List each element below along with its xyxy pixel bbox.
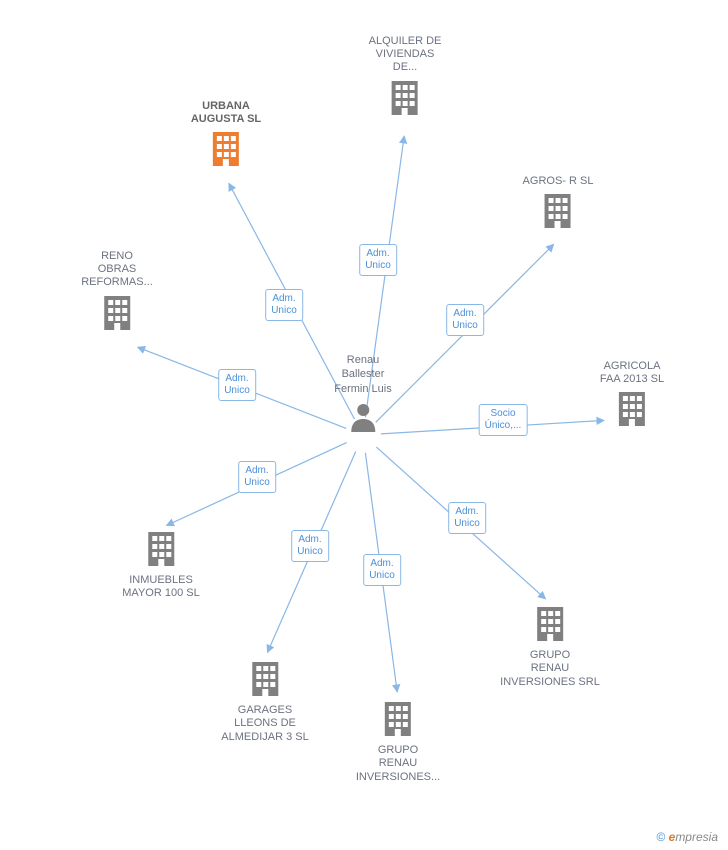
edge-label-agros: Adm.Unico	[446, 304, 484, 336]
building-icon	[543, 192, 573, 232]
building-icon	[102, 294, 132, 334]
edge-label-grupo_srl: Adm.Unico	[448, 502, 486, 534]
company-label: AGRICOLAFAA 2013 SL	[600, 360, 664, 386]
building-icon	[390, 79, 420, 119]
diagram-canvas: URBANAAUGUSTA SL ALQUILER DEVIVIENDASDE.…	[0, 0, 728, 850]
company-label: GRUPORENAUINVERSIONES SRL	[500, 649, 600, 689]
company-node-garages: GARAGESLLEONS DEALMEDIJAR 3 SL	[221, 660, 308, 744]
company-label: GARAGESLLEONS DEALMEDIJAR 3 SL	[221, 704, 308, 744]
company-node-grupo_srl: GRUPORENAUINVERSIONES SRL	[500, 605, 600, 689]
building-icon	[146, 530, 176, 570]
company-label: URBANAAUGUSTA SL	[191, 100, 261, 126]
edge-label-inmuebles: Adm.Unico	[238, 461, 276, 493]
building-icon	[211, 130, 241, 170]
edge-label-garages: Adm.Unico	[291, 530, 329, 562]
company-label: RENOOBRASREFORMAS...	[81, 250, 153, 290]
edge-label-agricola: SocioÚnico,...	[479, 404, 528, 436]
edge-label-grupo_inv: Adm.Unico	[363, 554, 401, 586]
building-icon	[617, 390, 647, 430]
building-icon	[535, 605, 565, 645]
company-node-grupo_inv: GRUPORENAUINVERSIONES...	[356, 700, 440, 784]
center-person-node: RenauBallesterFermin Luis	[334, 353, 391, 437]
person-icon	[349, 419, 377, 436]
watermark: © empresia	[656, 830, 718, 844]
edge-label-urbana: Adm.Unico	[265, 289, 303, 321]
building-icon	[383, 700, 413, 740]
company-node-inmuebles: INMUEBLESMAYOR 100 SL	[122, 530, 199, 601]
company-label: INMUEBLESMAYOR 100 SL	[122, 574, 199, 600]
company-node-agros: AGROS- R SL	[523, 175, 594, 232]
company-node-alquiler: ALQUILER DEVIVIENDASDE...	[369, 35, 442, 119]
company-node-reno: RENOOBRASREFORMAS...	[81, 250, 153, 334]
company-label: GRUPORENAUINVERSIONES...	[356, 744, 440, 784]
company-node-urbana: URBANAAUGUSTA SL	[191, 100, 261, 171]
company-node-agricola: AGRICOLAFAA 2013 SL	[600, 360, 664, 431]
center-label: RenauBallesterFermin Luis	[334, 353, 391, 396]
building-icon	[250, 660, 280, 700]
edge-label-alquiler: Adm.Unico	[359, 244, 397, 276]
edge-label-reno: Adm.Unico	[218, 369, 256, 401]
company-label: ALQUILER DEVIVIENDASDE...	[369, 35, 442, 75]
company-label: AGROS- R SL	[523, 175, 594, 188]
copyright-symbol: ©	[656, 830, 665, 844]
brand-rest: mpresia	[675, 830, 718, 844]
